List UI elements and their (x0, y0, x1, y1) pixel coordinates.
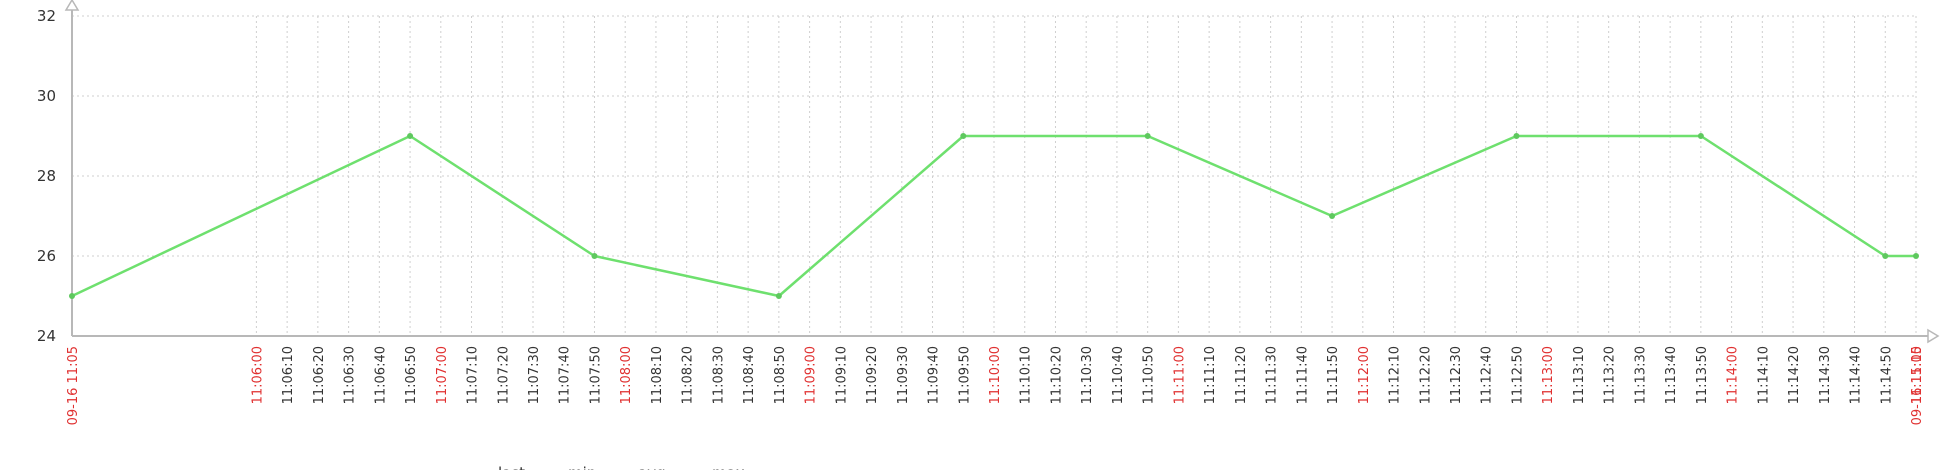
y-tick-label: 30 (37, 87, 56, 105)
x-tick-label-major: 11:08:00 (619, 346, 634, 404)
x-tick-label: 11:06:30 (343, 346, 358, 404)
x-tick-label: 11:11:50 (1326, 346, 1341, 404)
x-tick-label: 11:13:40 (1664, 346, 1679, 404)
x-tick-label: 11:08:10 (650, 346, 665, 404)
y-tick-label: 32 (37, 7, 56, 25)
x-tick-label: 11:11:30 (1265, 346, 1280, 404)
x-tick-label: 11:07:40 (558, 346, 573, 404)
x-tick-label: 11:14:10 (1756, 346, 1771, 404)
x-tick-label: 11:14:40 (1849, 346, 1864, 404)
x-tick-label: 11:09:30 (896, 346, 911, 404)
data-point (407, 133, 414, 139)
x-tick-label-major: 11:13:00 (1541, 346, 1556, 404)
data-point (1882, 253, 1889, 259)
x-tick-label-major: 11:11:00 (1172, 346, 1187, 404)
x-tick-label-major: 09-16 11:05 (66, 346, 81, 425)
x-tick-label: 11:08:20 (681, 346, 696, 404)
axes-layer (64, 0, 1940, 344)
x-tick-label-major: 11:06:00 (250, 346, 265, 404)
y-tick-labels: 24 26 28 30 32 (37, 7, 56, 345)
x-tick-label: 11:12:10 (1388, 346, 1403, 404)
y-tick-label: 24 (37, 327, 56, 345)
data-point (591, 253, 598, 259)
x-tick-label: 11:06:20 (312, 346, 327, 404)
data-point (1513, 133, 1520, 139)
x-tick-label: 11:14:30 (1818, 346, 1833, 404)
grid-layer (72, 15, 1917, 337)
data-point (1329, 213, 1336, 219)
x-tick-label: 11:06:50 (404, 346, 419, 404)
x-tick-label: 11:12:50 (1510, 346, 1525, 404)
data-point (775, 293, 782, 299)
y-axis-arrow (64, 0, 80, 11)
data-point (1913, 253, 1919, 259)
series-layer (69, 133, 1919, 299)
x-tick-label: 11:10:40 (1111, 346, 1126, 404)
x-tick-label: 11:08:30 (711, 346, 726, 404)
data-point (960, 133, 967, 139)
x-tick-label: 11:13:30 (1633, 346, 1648, 404)
x-tick-label: 11:06:10 (281, 346, 296, 404)
x-tick-label-major: 11:15:00 (1910, 346, 1925, 404)
x-tick-label: 11:08:50 (773, 346, 788, 404)
x-tick-label: 11:10:10 (1019, 346, 1034, 404)
legend-col-min: min (568, 464, 596, 470)
data-point (1697, 133, 1704, 139)
x-tick-label-major: 11:09:00 (804, 346, 819, 404)
data-point (1144, 133, 1151, 139)
x-tick-label: 11:11:40 (1295, 346, 1310, 404)
x-tick-label: 11:11:10 (1203, 346, 1218, 404)
x-tick-label-major: 11:07:00 (435, 346, 450, 404)
x-tick-label: 11:13:20 (1603, 346, 1618, 404)
legend-col-avg: avg (638, 464, 666, 470)
x-tick-label: 11:10:50 (1142, 346, 1157, 404)
x-tick-label: 11:08:40 (742, 346, 757, 404)
x-tick-label-major: 11:12:00 (1357, 346, 1372, 404)
legend-col-max: max (712, 464, 745, 470)
x-tick-label: 11:09:40 (927, 346, 942, 404)
x-tick-label: 11:09:10 (834, 346, 849, 404)
y-tick-label: 28 (37, 167, 56, 185)
x-tick-label: 11:06:40 (373, 346, 388, 404)
data-point (69, 293, 75, 299)
x-tick-label: 11:12:30 (1449, 346, 1464, 404)
x-tick-label-major: 11:14:00 (1726, 346, 1741, 404)
x-tick-labels: 09-16 11:05 11:06:00 11:06:10 11:06:20 11:06… (66, 346, 1925, 425)
x-tick-label: 11:14:20 (1787, 346, 1802, 404)
y-tick-label: 26 (37, 247, 56, 265)
x-tick-label: 11:13:10 (1572, 346, 1587, 404)
x-tick-label: 11:07:20 (496, 346, 511, 404)
x-tick-label: 11:07:10 (466, 346, 481, 404)
x-tick-label: 11:07:50 (588, 346, 603, 404)
x-tick-label: 11:07:30 (527, 346, 542, 404)
x-tick-label: 11:14:50 (1879, 346, 1894, 404)
x-tick-label-major: 09-16 11:15 (1910, 346, 1925, 425)
x-tick-label: 11:13:50 (1695, 346, 1710, 404)
x-tick-label: 11:09:50 (957, 346, 972, 404)
x-tick-label-major: 11:10:00 (988, 346, 1003, 404)
legend-header: last min avg max (498, 464, 745, 470)
x-tick-label: 11:12:20 (1418, 346, 1433, 404)
legend-col-last: last (498, 464, 525, 470)
x-tick-label: 11:11:20 (1234, 346, 1249, 404)
x-tick-label: 11:09:20 (865, 346, 880, 404)
x-tick-label: 11:12:40 (1480, 346, 1495, 404)
x-tick-label: 11:10:20 (1049, 346, 1064, 404)
x-axis-arrow (1927, 328, 1940, 344)
x-tick-label: 11:10:30 (1080, 346, 1095, 404)
